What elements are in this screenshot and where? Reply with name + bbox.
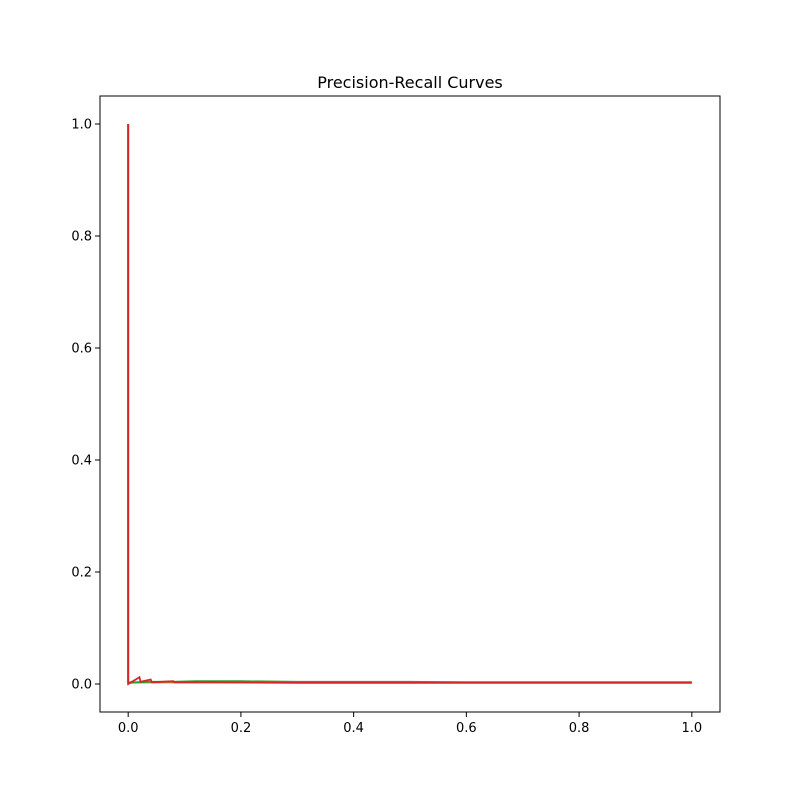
x-tick-label: 0.2 — [231, 721, 252, 736]
x-tick-label: 0.6 — [456, 721, 477, 736]
plot-area-frame — [99, 95, 721, 713]
x-tick-label: 1.0 — [681, 721, 702, 736]
x-tick-label: 0.4 — [343, 721, 364, 736]
x-tick-label: 0.0 — [118, 721, 139, 736]
series-blue-line — [127, 124, 692, 684]
x-axis: 0.0 0.2 0.4 0.6 0.8 1.0 — [118, 712, 702, 736]
y-tick-label: 0.0 — [71, 678, 92, 693]
series-green-line — [127, 124, 692, 684]
chart-title: Precision-Recall Curves — [317, 73, 503, 92]
x-tick-label: 0.8 — [569, 721, 590, 736]
y-tick-label: 0.4 — [71, 454, 92, 469]
y-tick-label: 0.8 — [71, 230, 92, 245]
series-layer — [127, 124, 692, 686]
series-orange-line — [127, 124, 692, 684]
y-axis: 0.0 0.2 0.4 0.6 0.8 1.0 — [71, 118, 100, 693]
series-red-line — [127, 124, 692, 686]
y-tick-label: 0.2 — [71, 566, 92, 581]
y-tick-label: 1.0 — [71, 118, 92, 133]
y-tick-label: 0.6 — [71, 342, 92, 357]
